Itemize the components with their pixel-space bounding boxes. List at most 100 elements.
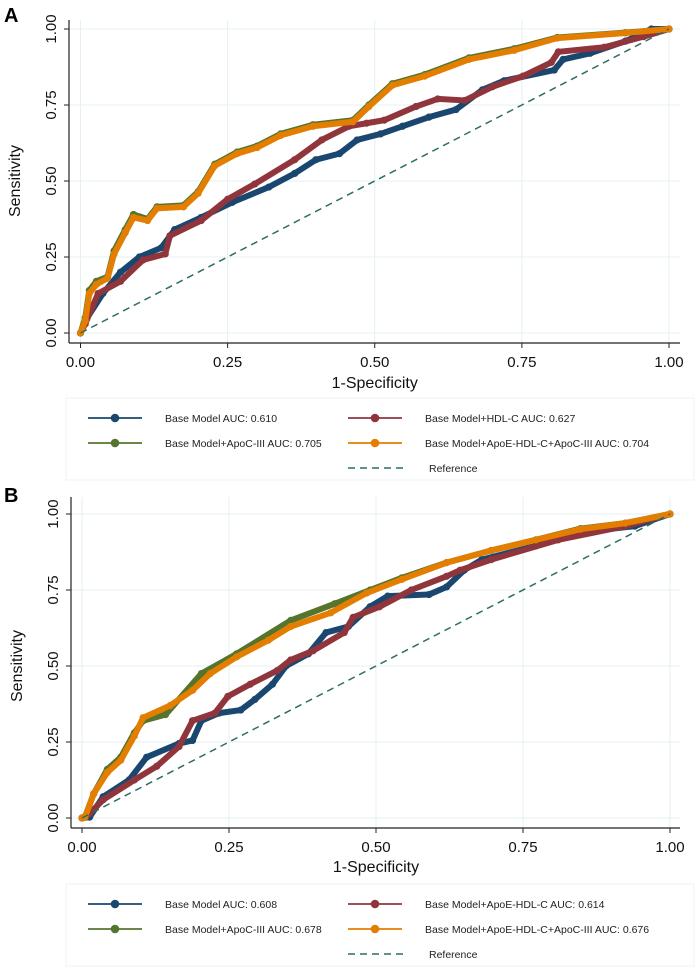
roc-point <box>224 195 232 203</box>
roc-point <box>519 72 527 80</box>
roc-point <box>161 711 170 719</box>
y-axis-title: Sensitivity <box>7 145 24 217</box>
roc-point <box>456 566 464 574</box>
roc-point <box>640 33 648 41</box>
roc-point <box>553 34 561 42</box>
y-tick-label: 0.75 <box>43 90 60 119</box>
x-tick-label: 1.00 <box>654 354 683 371</box>
roc-point <box>434 95 442 103</box>
roc-point <box>246 680 254 688</box>
roc-point <box>442 559 451 567</box>
legend-item: Base Model+ApoE-HDL-C+ApoC-III AUC: 0.70… <box>348 438 649 450</box>
legend-item-reference: Reference <box>348 949 478 961</box>
roc-point <box>253 143 261 152</box>
roc-point <box>166 232 174 240</box>
roc-point <box>90 790 98 798</box>
x-tick-label: 0.00 <box>66 354 95 371</box>
y-tick-label: 1.00 <box>45 499 62 528</box>
roc-point <box>421 72 429 80</box>
legend-label: Reference <box>429 949 478 961</box>
roc-curve-line <box>77 26 672 336</box>
roc-point <box>116 277 125 285</box>
roc-point <box>559 55 567 64</box>
roc-point <box>265 183 273 191</box>
roc-point <box>600 43 608 51</box>
roc-point <box>110 250 118 258</box>
legend-marker <box>370 899 380 909</box>
roc-point <box>398 122 407 130</box>
roc-point <box>365 102 373 111</box>
roc-point <box>465 55 473 64</box>
y-tick-label: 0.50 <box>43 166 60 195</box>
y-tick-label: 1.00 <box>43 14 60 43</box>
roc-point <box>318 136 326 144</box>
roc-point <box>327 609 335 617</box>
series-combined <box>78 510 674 822</box>
roc-point <box>251 180 259 188</box>
legend-marker <box>110 413 120 423</box>
series-hdl <box>78 510 674 822</box>
roc-curve-line <box>79 511 673 821</box>
roc-point <box>331 600 339 608</box>
legend-label: Base Model+ApoE-HDL-C+ApoC-III AUC: 0.70… <box>425 438 649 450</box>
legend-label: Reference <box>429 463 478 475</box>
roc-point <box>188 717 197 725</box>
legend-marker <box>370 438 380 448</box>
roc-point <box>233 150 241 158</box>
roc-point <box>99 796 107 804</box>
roc-point <box>130 732 138 740</box>
x-axis-title: 1-Specificity <box>333 859 419 876</box>
roc-point <box>268 680 277 688</box>
x-tick-label: 0.75 <box>507 354 536 371</box>
legend-marker <box>110 438 120 448</box>
roc-point <box>103 274 112 282</box>
roc-point <box>139 714 147 722</box>
roc-point <box>157 244 165 252</box>
x-tick-label: 0.00 <box>67 839 96 856</box>
roc-point <box>349 118 357 126</box>
roc-point <box>554 536 562 544</box>
legend-item: Base Model AUC: 0.610 <box>88 413 277 425</box>
roc-point <box>264 636 272 644</box>
roc-point <box>287 616 295 625</box>
roc-point <box>487 546 495 555</box>
roc-point <box>412 102 420 111</box>
legend-marker <box>110 924 120 934</box>
roc-point <box>487 556 495 564</box>
y-tick-label: 0.25 <box>45 727 62 756</box>
panel-b: B 0.00 0.25 0.50 0.75 1.00 0.00 0.25 0.50 0.75 1.0… <box>4 485 695 967</box>
x-axis-title: 1-Specificity <box>332 375 418 392</box>
roc-point <box>121 229 129 237</box>
reference-line <box>81 513 671 819</box>
roc-point <box>291 169 299 177</box>
legend-label: Base Model+ApoE-HDL-C AUC: 0.614 <box>425 899 605 911</box>
roc-point <box>188 736 197 745</box>
roc-point <box>130 776 138 784</box>
roc-point <box>211 709 219 717</box>
legend: Base Model AUC: 0.608 Base Model+ApoE-HDL… <box>88 899 649 961</box>
x-tick-label: 0.25 <box>213 354 242 371</box>
roc-point <box>377 130 385 138</box>
y-tick-label: 0.00 <box>43 318 60 347</box>
legend-label: Base Model+ApoC-III AUC: 0.705 <box>165 438 322 450</box>
roc-point <box>621 519 629 527</box>
panel-label: A <box>4 5 18 27</box>
y-tick-label: 0.00 <box>45 803 62 832</box>
legend-box <box>65 397 695 481</box>
legend-label: Base Model+ApoE-HDL-C+ApoC-III AUC: 0.67… <box>425 924 649 936</box>
roc-point <box>340 628 348 637</box>
roc-point <box>273 666 281 675</box>
x-tick-label: 0.25 <box>214 839 243 856</box>
roc-point <box>621 29 630 37</box>
roc-point <box>532 536 540 544</box>
roc-point <box>81 317 89 325</box>
legend-item-reference: Reference <box>348 463 478 475</box>
roc-point <box>85 289 93 298</box>
y-axis-title: Sensitivity <box>9 630 26 702</box>
roc-point <box>139 256 147 264</box>
roc-point <box>388 81 397 89</box>
roc-point <box>233 653 241 661</box>
roc-point <box>188 686 197 694</box>
roc-point <box>384 592 392 600</box>
